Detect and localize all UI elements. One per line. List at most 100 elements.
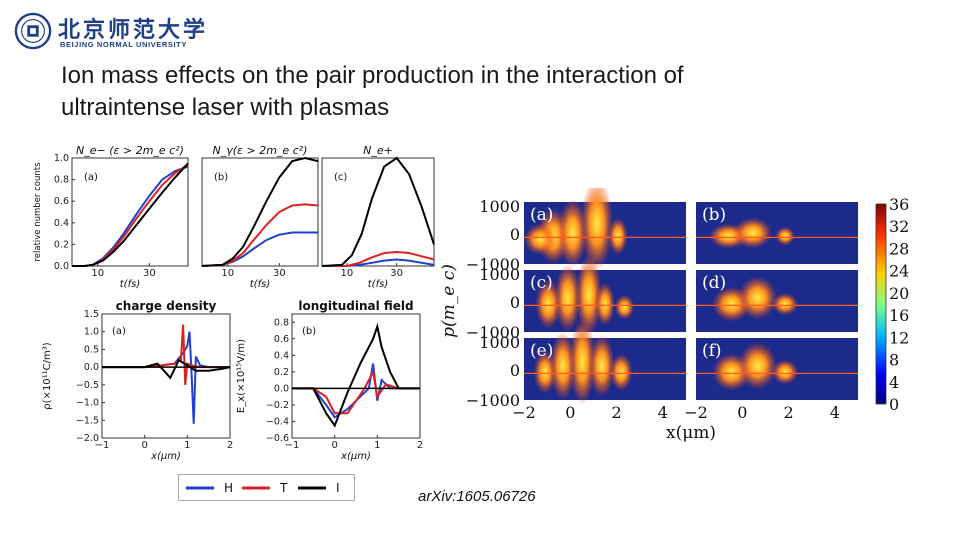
colorbar <box>875 203 887 405</box>
y-tick-label: −0.6 <box>266 433 289 444</box>
figure-density-field: −1 0 1 2 −2.0 −1.5 −1.0 −0.5 0.0 0.5 1.0 1.5 charge … <box>30 296 440 476</box>
heatmap-panel-label: (f) <box>702 341 722 361</box>
heatmap-panel-label: (b) <box>702 205 726 225</box>
legend-label: H <box>224 481 233 495</box>
heatmap-y-axis-label: p(m_e c) <box>439 264 459 338</box>
y-tick-label: 0.0 <box>84 362 99 373</box>
heatmap-y-tick-label: −1000 <box>466 323 520 342</box>
heatmap-y-tick-label: −1000 <box>466 255 520 274</box>
heatmap-y-tick-label: 0 <box>510 361 520 380</box>
heatmap-y-tick-label: 1000 <box>479 197 520 216</box>
heatmap-x-tick-label: 4 <box>830 403 840 422</box>
heatmap-panel-label: (c) <box>530 273 553 293</box>
heatmap-x-tick-label: 2 <box>611 403 621 422</box>
heatmap-y-tick-label: 0 <box>510 293 520 312</box>
panel-title: N_γ(ε > 2m_e c²) <box>213 144 308 157</box>
y-tick-label: 0.8 <box>274 317 289 328</box>
panel-title: charge density <box>116 299 217 313</box>
university-name-cn: 北京师范大学 <box>58 17 209 43</box>
x-tick-label: 10 <box>91 268 104 279</box>
slide-title: Ion mass effects on the pair production … <box>61 60 861 124</box>
heatmap-blob <box>772 292 799 316</box>
y-tick-label: 0.2 <box>54 239 69 250</box>
figure-number-counts: 10 30 0.0 0.2 0.4 0.6 0.8 1.0 N_e− (ε > 2m_e c²)… <box>30 138 440 298</box>
plot-frame <box>101 313 231 439</box>
colorbar-tick-label: 20 <box>889 284 909 303</box>
x-axis-label: x(μm) <box>340 451 371 462</box>
series-line <box>102 358 231 380</box>
university-logo: 北京师范大学 BEIJING NORMAL UNIVERSITY <box>14 12 205 52</box>
number-counts-svg: 10 30 0.0 0.2 0.4 0.6 0.8 1.0 N_e− (ε > 2m_e c²)… <box>33 144 435 290</box>
x-tick-label: 0 <box>141 440 147 451</box>
slide-title-line-2: ultraintense laser with plasmas <box>61 94 390 121</box>
plot-frame <box>291 313 421 439</box>
panel-title: longitudinal field <box>298 299 413 313</box>
heatmap-blob <box>772 359 799 385</box>
y-tick-label: 0.2 <box>274 367 289 378</box>
heatmap-blob <box>524 223 557 255</box>
y-tick-label: −0.2 <box>266 400 289 411</box>
heatmap-x-tick-label: 0 <box>737 403 747 422</box>
colorbar-tick-label: 24 <box>889 262 909 281</box>
panel-title: N_e− (ε > 2m_e c²) <box>76 144 184 157</box>
heatmap-x-tick-label: −2 <box>684 403 708 422</box>
panel-label: (b) <box>302 326 316 337</box>
heatmap-x-tick-label: 4 <box>658 403 668 422</box>
y-tick-label: −0.4 <box>266 416 289 427</box>
x-tick-label: 2 <box>227 440 233 451</box>
heatmap-blob <box>558 198 588 268</box>
series-line <box>292 322 420 428</box>
y-tick-label: −1.0 <box>76 398 99 409</box>
heatmap-blob <box>580 188 614 271</box>
colorbar-tick-label: 0 <box>889 395 899 414</box>
y-tick-label: −2.0 <box>76 433 99 444</box>
plot-frame <box>321 157 435 267</box>
series-line <box>322 250 435 267</box>
x-axis-label: t(fs) <box>250 279 270 290</box>
y-axis-label: relative number counts <box>33 162 43 262</box>
heatmap-blob <box>738 276 777 320</box>
university-name-en: BEIJING NORMAL UNIVERSITY <box>60 40 187 49</box>
x-tick-label: 0 <box>331 440 337 451</box>
series-line <box>201 156 319 267</box>
heatmap-panel-label: (d) <box>702 273 726 293</box>
x-tick-label: 2 <box>417 440 423 451</box>
y-tick-label: 0.8 <box>54 175 69 186</box>
citation: arXiv:1605.06726 <box>418 488 536 505</box>
series-line <box>292 368 420 415</box>
heatmap-x-tick-label: 0 <box>565 403 575 422</box>
heatmap-blob <box>569 318 596 405</box>
heatmap-x-tick-label: −2 <box>512 403 536 422</box>
heatmap-blob <box>595 282 615 326</box>
panel-label: (c) <box>334 172 347 183</box>
y-tick-label: 0.6 <box>274 334 289 345</box>
x-tick-label: 30 <box>390 268 403 279</box>
y-tick-label: −0.5 <box>76 380 99 391</box>
colorbar-tick-label: 12 <box>889 328 909 347</box>
x-tick-label: 1 <box>184 440 190 451</box>
heatmap-panel-label: (e) <box>530 341 553 361</box>
panel-title: N_e+ <box>363 144 393 157</box>
heatmap-blob <box>733 217 773 249</box>
heatmap-blob <box>775 226 795 246</box>
heatmap-blob <box>614 294 635 320</box>
heatmap-blob <box>575 254 602 336</box>
heatmap-blob <box>608 217 628 255</box>
y-axis-label: E_x(×10¹⁵V/m) <box>236 339 247 413</box>
series-line <box>72 162 189 267</box>
y-tick-label: 1.0 <box>84 327 99 338</box>
y-tick-label: 1.5 <box>84 309 99 320</box>
x-axis-label: t(fs) <box>368 279 388 290</box>
y-tick-label: 0.4 <box>274 350 289 361</box>
x-tick-label: 10 <box>341 268 354 279</box>
series-line <box>102 324 230 385</box>
y-tick-label: 0.0 <box>54 261 69 272</box>
panel-label: (a) <box>112 326 126 337</box>
x-axis-label: t(fs) <box>120 279 140 290</box>
x-tick-label: 1 <box>374 440 380 451</box>
heatmap-blob <box>549 331 576 400</box>
heatmap-y-tick-label: 0 <box>510 225 520 244</box>
panel-label: (a) <box>84 172 98 183</box>
